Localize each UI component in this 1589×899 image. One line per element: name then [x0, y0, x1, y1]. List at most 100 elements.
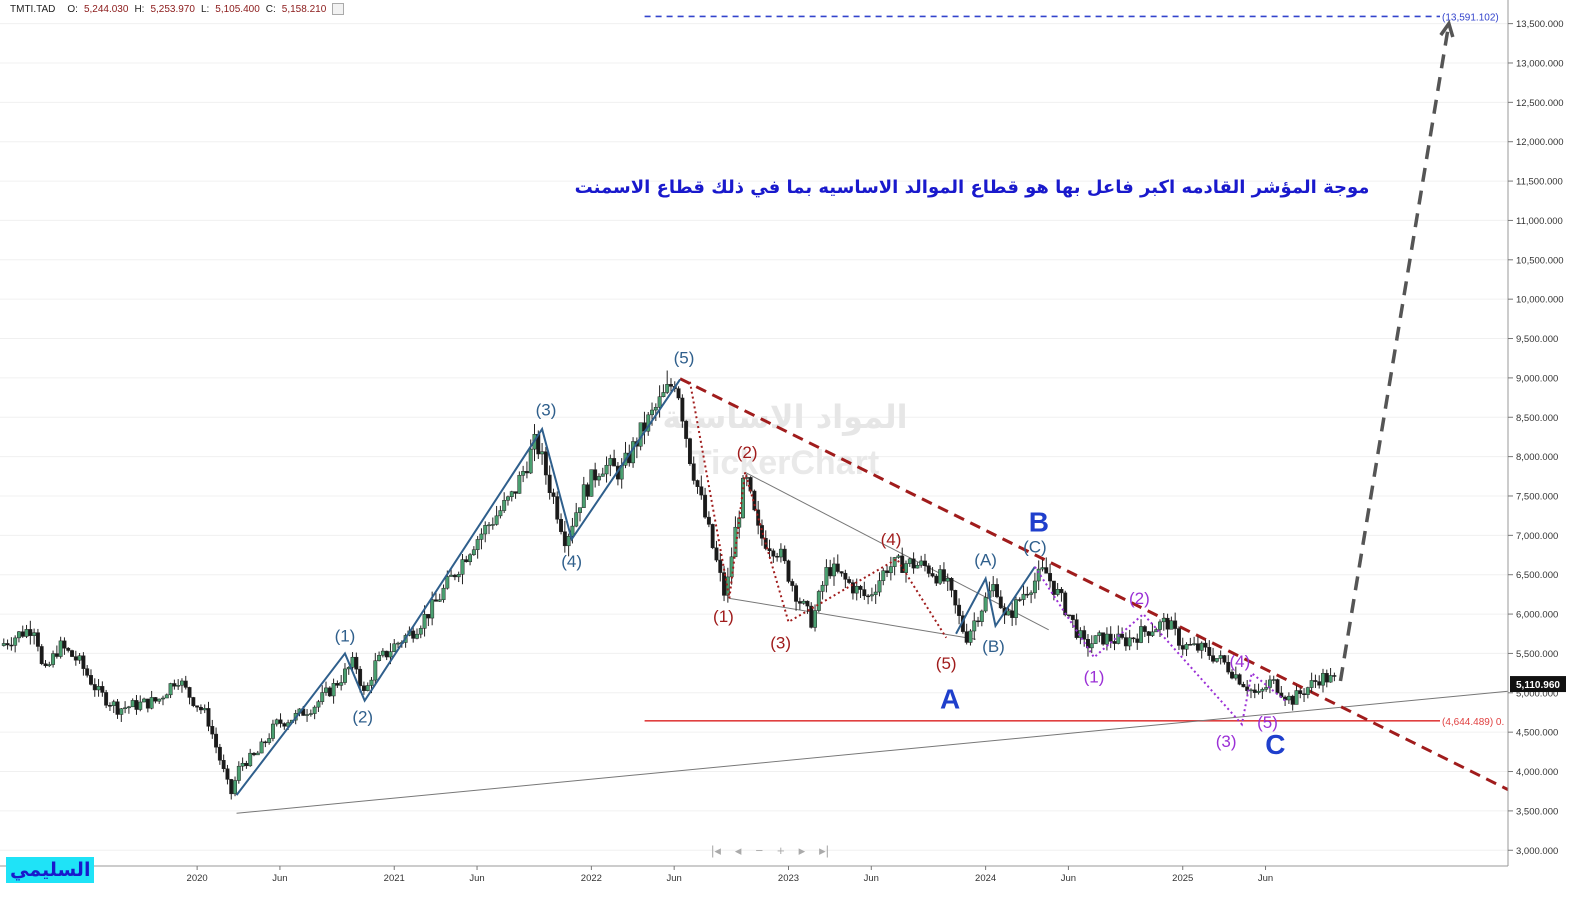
x-tick-label: 2021	[384, 873, 405, 884]
nav-last-button[interactable]: ▸|	[819, 843, 830, 858]
y-tick-label: 6,500.000	[1516, 570, 1558, 581]
candle-body	[926, 565, 931, 574]
candle-body	[217, 746, 222, 761]
candle-body	[1139, 626, 1143, 643]
candle-body	[699, 486, 704, 496]
candle-body	[915, 564, 920, 569]
candle-body	[5, 643, 10, 646]
y-tick-label: 9,500.000	[1516, 334, 1558, 345]
candle-body	[1089, 643, 1094, 649]
wave-label: (4)	[561, 552, 582, 571]
candle-body	[263, 741, 268, 744]
candle-body	[1264, 687, 1269, 690]
wave-label: (A)	[974, 550, 997, 569]
candle-body	[1040, 567, 1045, 570]
wave-label: A	[940, 684, 960, 715]
candle-body	[270, 723, 275, 739]
candle-body	[191, 697, 196, 706]
candle-body	[20, 631, 25, 637]
candle-body	[775, 555, 780, 558]
candle-body	[396, 642, 400, 645]
candle-body	[972, 620, 977, 632]
candle-body	[1233, 674, 1238, 679]
candle-body	[998, 596, 1003, 609]
candle-body	[771, 550, 776, 557]
candle-body	[934, 575, 939, 584]
candle-body	[475, 539, 480, 550]
candle-body	[1142, 626, 1147, 632]
candle-body	[1169, 620, 1174, 630]
candle-body	[377, 655, 382, 661]
candle-body	[202, 708, 207, 711]
candle-body	[1249, 689, 1253, 692]
candle-body	[312, 706, 317, 714]
wave-label: (2)	[1129, 589, 1150, 608]
candle-body	[900, 555, 905, 573]
candle-body	[521, 471, 526, 476]
candle-body	[1108, 633, 1113, 642]
candle-body	[604, 464, 609, 475]
x-tick-label: 2025	[1172, 873, 1193, 884]
candle-body	[142, 698, 147, 703]
candle-body	[653, 407, 658, 411]
candle-body	[1218, 655, 1223, 659]
candle-body	[593, 469, 598, 481]
candle-body	[85, 668, 90, 676]
candle-body	[547, 474, 552, 493]
candle-body	[676, 388, 681, 399]
candle-body	[331, 683, 336, 697]
candle-body	[1104, 633, 1109, 645]
candle-body	[911, 558, 916, 569]
candle-body	[744, 477, 749, 479]
candle-body	[255, 752, 260, 756]
candle-body	[923, 560, 927, 566]
zoom-out-button[interactable]: −	[755, 843, 764, 858]
candle-body	[498, 510, 503, 517]
x-tick-label: 2022	[581, 873, 602, 884]
candle-body	[1082, 630, 1087, 640]
zoom-in-button[interactable]: +	[777, 843, 785, 858]
y-tick-label: 9,000.000	[1516, 373, 1558, 384]
candle-body	[1029, 592, 1034, 595]
candle-body	[77, 655, 82, 661]
candle-body	[418, 628, 423, 635]
candle-body	[35, 632, 40, 647]
candle-body	[73, 656, 78, 661]
candle-body	[608, 458, 613, 466]
candle-body	[824, 567, 829, 586]
nav-first-button[interactable]: |◂	[711, 843, 721, 858]
candle-body	[358, 668, 363, 686]
candle-body	[968, 630, 973, 643]
candle-body	[858, 585, 863, 590]
ohlc-header: TMTI.TAD O: 5,244.030 H: 5,253.970 L: 5,…	[10, 3, 345, 15]
candle-body	[316, 701, 321, 708]
candle-body	[145, 698, 150, 709]
nav-prev-button[interactable]: ◂	[734, 843, 742, 858]
candle-body	[809, 605, 814, 628]
candle-body	[1150, 631, 1155, 636]
candle-body	[187, 687, 192, 698]
candle-body	[1123, 637, 1128, 647]
candle-body	[422, 614, 427, 629]
close-value: 5,158.210	[281, 3, 327, 15]
candle-body	[976, 620, 980, 623]
candle-body	[957, 604, 962, 616]
candle-body	[847, 579, 852, 583]
candle-body	[562, 531, 567, 547]
candle-body	[324, 687, 328, 693]
y-tick-label: 11,500.000	[1516, 177, 1563, 188]
y-tick-label: 5,500.000	[1516, 649, 1558, 660]
candle-body	[869, 594, 874, 597]
candle-body	[828, 567, 833, 577]
candle-body	[335, 683, 340, 686]
candle-body	[892, 557, 897, 567]
nav-next-button[interactable]: ▸	[798, 843, 806, 858]
close-label: C:	[265, 3, 276, 15]
header-toggle-button[interactable]	[332, 3, 345, 15]
candle-body	[214, 733, 219, 748]
candle-body	[54, 653, 59, 657]
candle-body	[904, 563, 908, 573]
candle-body	[1226, 662, 1231, 673]
